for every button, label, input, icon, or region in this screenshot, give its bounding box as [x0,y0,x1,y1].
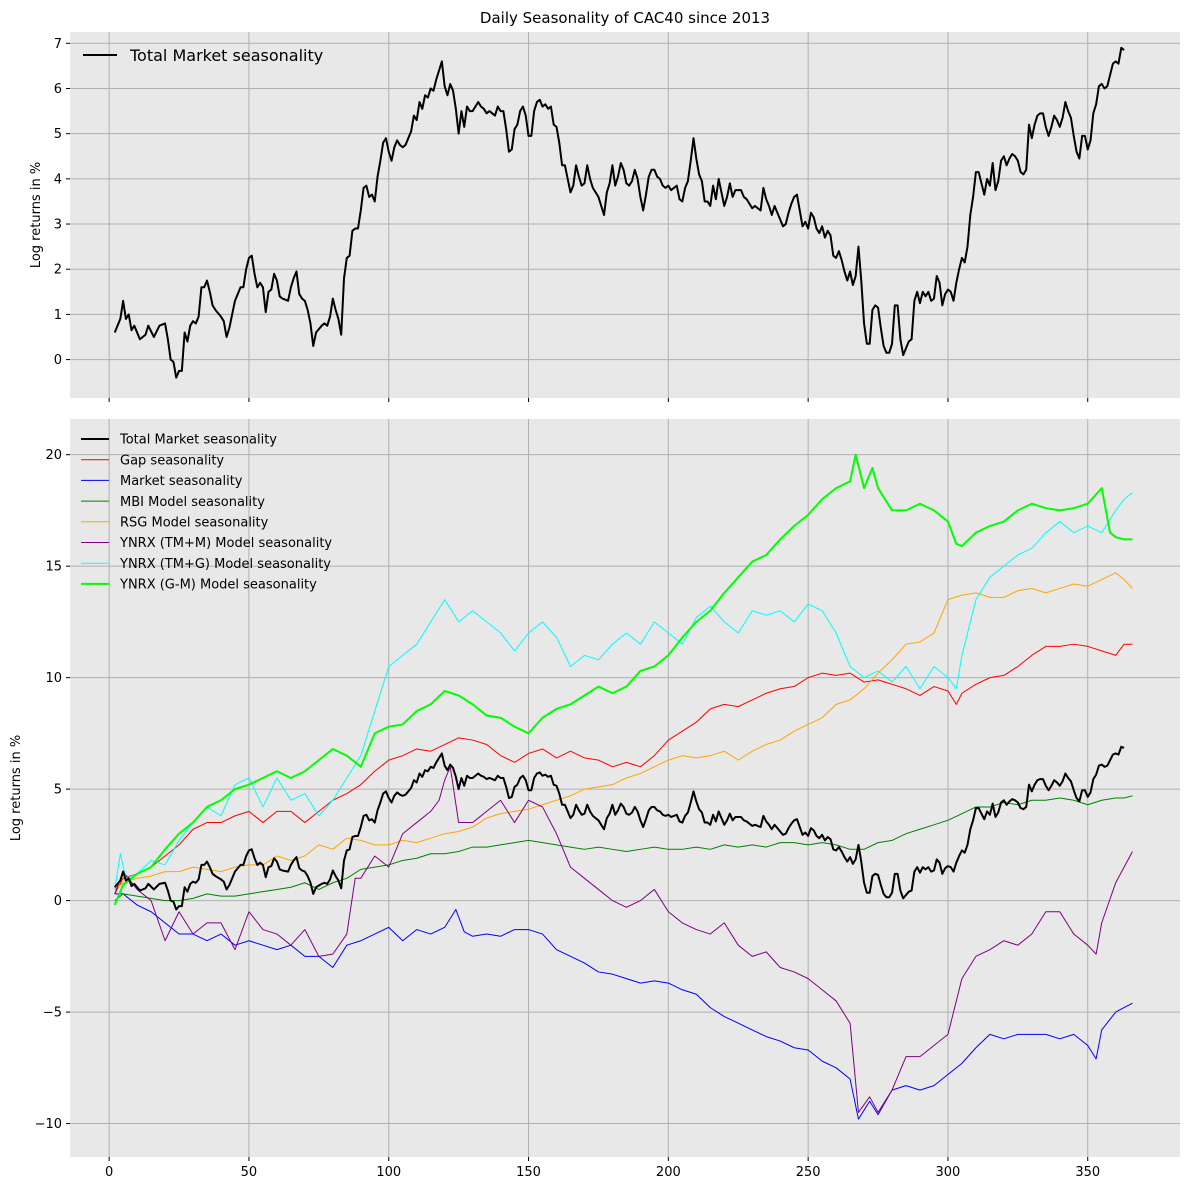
legend-label-total-market-seasonality: Total Market seasonality [119,433,277,448]
bottom-y-axis-label: Log returns in % [9,735,24,841]
chart-title: Daily Seasonality of CAC40 since 2013 [480,9,770,27]
series-line-gap-seasonality [114,643,1133,895]
y-tick-label: 0 [54,353,62,368]
legend-label-mbi-model-seasonality: MBI Model seasonality [120,495,265,510]
top-plot-area [70,32,1180,398]
top-y-axis-label: Log returns in % [29,162,44,268]
series-line-market-seasonality [114,893,1133,1120]
y-tick-label: 0 [54,894,62,909]
y-tick-label: 5 [54,127,62,142]
series-line-total-market-seasonality [113,46,1125,379]
y-tick-label: 4 [54,172,62,187]
series-line-total-market-seasonality [113,745,1125,911]
y-tick-label: 20 [45,448,62,463]
top-panel: 0 1 2 3 4 5 6 7 Daily Seasonality of CAC40 sinc… [29,9,1180,402]
x-tick-label: 350 [1075,1165,1100,1180]
legend-label-rsg-model-seasonality: RSG Model seasonality [120,515,269,530]
y-tick-label: 3 [54,218,62,233]
x-tick-label: 0 [105,1165,113,1180]
bottom-plot-area [70,419,1180,1157]
y-tick-label: −5 [43,1006,62,1021]
x-tick-label: 300 [936,1165,961,1180]
y-tick-label: 15 [45,560,62,575]
bottom-series-group [113,453,1133,1120]
top-axis-ticks: 0 1 2 3 4 5 6 7 [54,37,1089,402]
legend-label-market-seasonality: Market seasonality [120,474,243,489]
x-tick-label: 50 [241,1165,258,1180]
series-line-rsg-model-seasonality [114,572,1133,890]
legend-label-total-market-seasonality: Total Market seasonality [129,46,323,65]
top-legend: Total Market seasonality [83,46,323,65]
y-tick-label: −10 [35,1117,62,1132]
legend-label-ynrx-g-m-model-seasonality: YNRX (G-M) Model seasonality [119,578,317,593]
x-tick-label: 150 [516,1165,541,1180]
y-tick-label: 2 [54,263,62,278]
y-tick-label: 7 [54,37,62,52]
series-line-ynrx-tm-m-model-seasonality [114,766,1133,1113]
legend-label-ynrx-tm-g-model-seasonality: YNRX (TM+G) Model seasonality [119,557,331,572]
legend-label-ynrx-tm-m-model-seasonality: YNRX (TM+M) Model seasonality [119,536,332,551]
x-tick-label: 250 [796,1165,821,1180]
y-tick-label: 10 [45,671,62,686]
series-line-ynrx-tm-g-model-seasonality [114,492,1133,890]
x-tick-label: 200 [656,1165,681,1180]
y-tick-label: 6 [54,82,62,97]
bottom-axis-ticks: 0 50 100 150 200 250 300 350 −10 −5 0 5 10 15 20 [35,448,1101,1180]
series-line-mbi-model-seasonality [114,795,1133,902]
y-tick-label: 1 [54,308,62,323]
bottom-legend: Total Market seasonality Gap seasonality M… [81,433,332,593]
y-tick-label: 5 [54,783,62,798]
top-series-group [113,46,1125,379]
legend-label-gap-seasonality: Gap seasonality [120,453,224,468]
x-tick-label: 100 [376,1165,401,1180]
bottom-panel: 0 50 100 150 200 250 300 350 −10 −5 0 5 10 15 20 Log r… [9,419,1180,1180]
series-line-ynrx-g-m-model-seasonality [113,453,1133,906]
